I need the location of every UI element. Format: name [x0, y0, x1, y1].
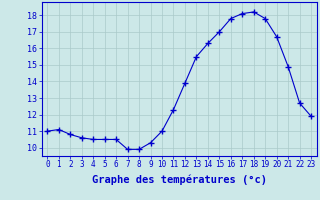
X-axis label: Graphe des températures (°c): Graphe des températures (°c)	[92, 175, 267, 185]
